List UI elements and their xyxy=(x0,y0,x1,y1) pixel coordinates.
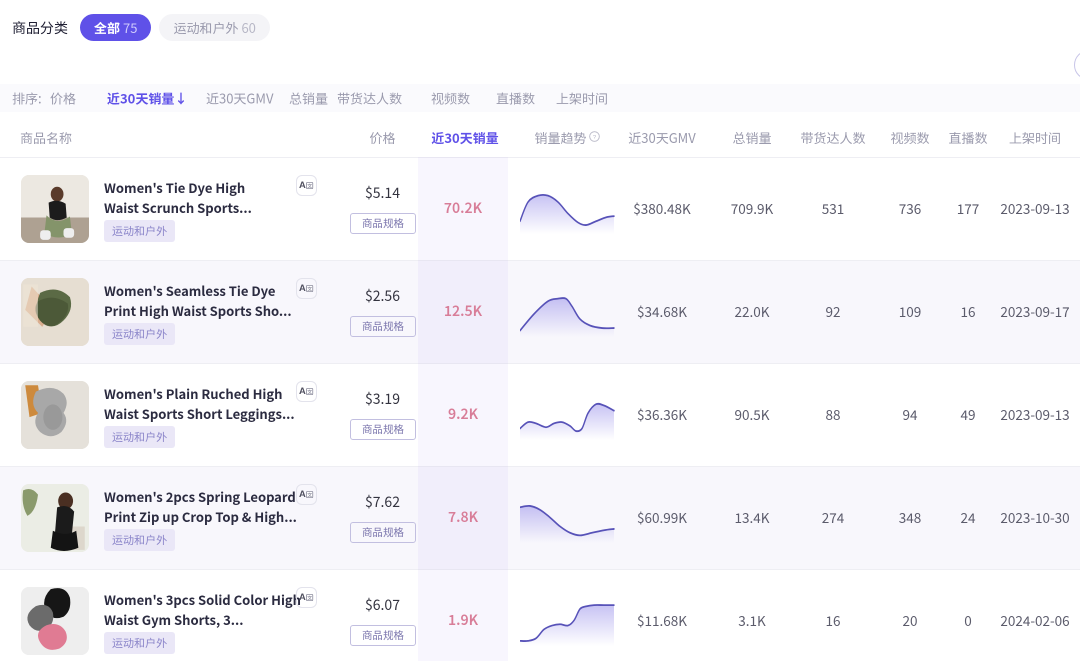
svg-text:文: 文 xyxy=(306,184,312,190)
svg-text:文: 文 xyxy=(306,493,312,499)
svg-text:A: A xyxy=(299,386,306,396)
svg-text:文: 文 xyxy=(306,390,312,396)
svg-text:A: A xyxy=(299,489,306,499)
svg-text:?: ? xyxy=(593,135,597,141)
svg-text:A: A xyxy=(299,592,306,602)
svg-text:文: 文 xyxy=(306,596,312,602)
svg-text:A: A xyxy=(299,180,306,190)
svg-text:文: 文 xyxy=(306,287,312,293)
svg-text:A: A xyxy=(299,283,306,293)
